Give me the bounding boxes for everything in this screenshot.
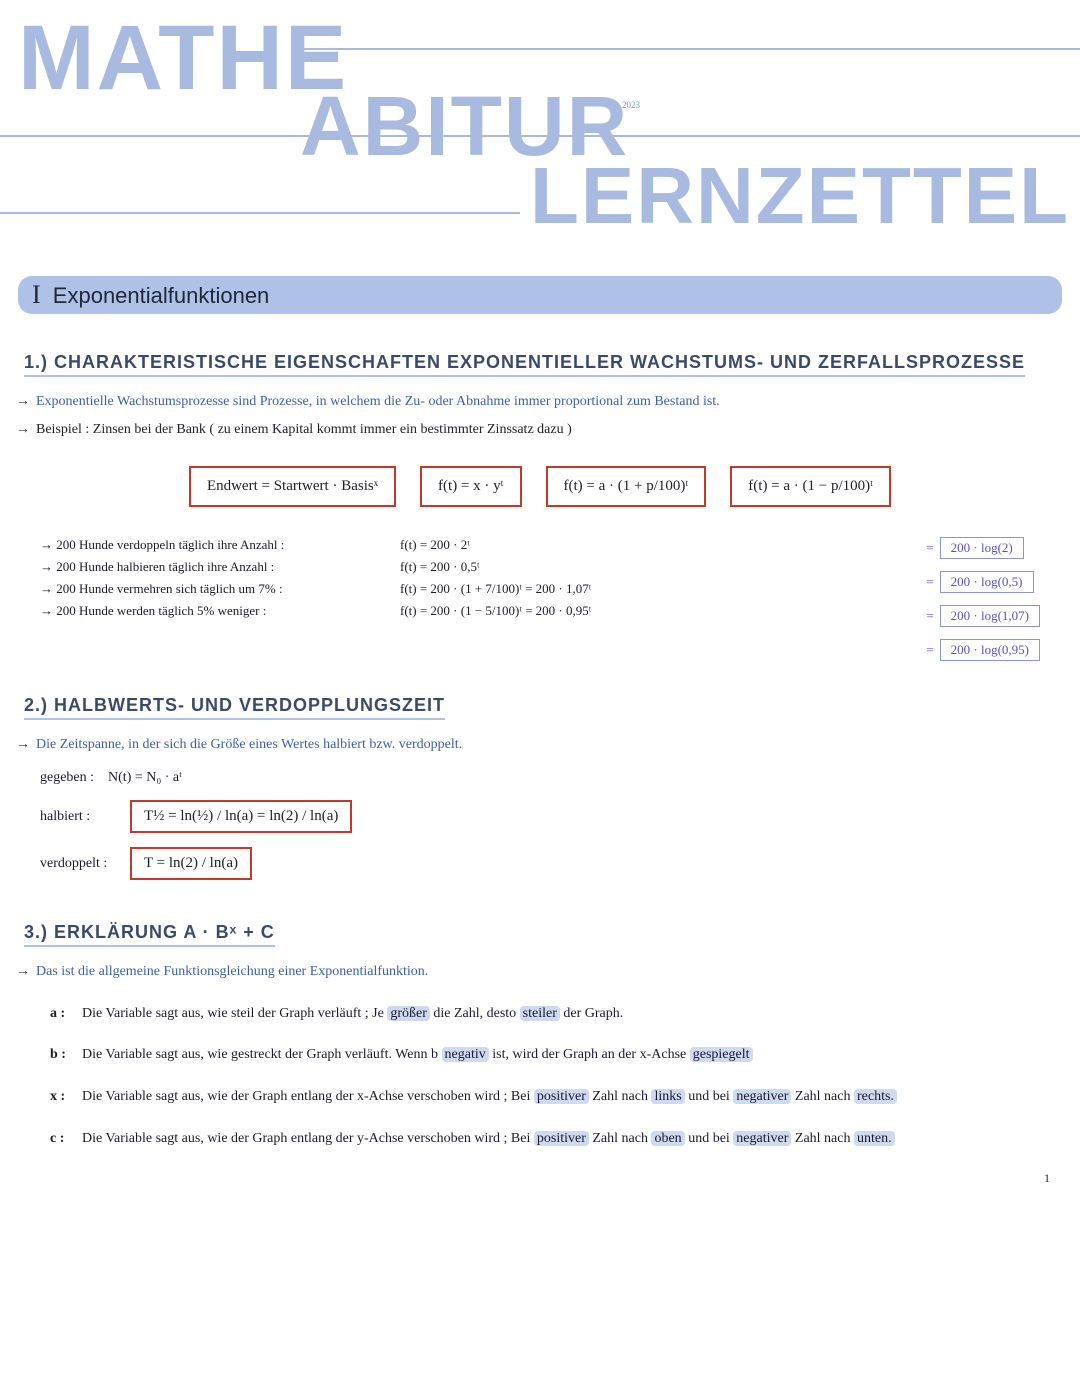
header-rule [0,135,620,137]
var-a-label: a : [50,1002,82,1026]
title-word-lernzettel: LERNZETTEL [530,150,1070,242]
chapter-bar: I Exponentialfunktionen [18,276,1062,314]
formula-box: f(t) = x · yᵗ [420,466,521,507]
example-label: 200 Hunde werden täglich 5% weniger : [56,603,266,618]
page-number: 1 [0,1171,1050,1186]
section-3-title: 3.) Erklärung a · bˣ + c [24,922,275,947]
halbiert-row: halbiert : T½ = ln(½) / ln(a) = ln(2) / … [40,800,1040,833]
given-row: gegeben : N(t) = N₀ · aᵗ [40,770,1040,786]
var-c-block: c : Die Variable sagt aus, wie der Graph… [50,1127,1030,1151]
verdoppelt-row: verdoppelt : T = ln(2) / ln(a) [40,847,1040,880]
example-label: 200 Hunde halbieren täglich ihre Anzahl … [56,559,274,574]
header-rule [0,212,520,214]
formula-box: T½ = ln(½) / ln(a) = ln(2) / ln(a) [130,800,352,833]
calc-box: 200 · log(0,5) [940,571,1034,593]
example-fn: f(t) = 200 · (1 − 5/100)ᵗ = 200 · 0,95ᵗ [400,603,591,619]
verdoppelt-label: verdoppelt : [40,856,130,872]
examples-block: → 200 Hunde verdoppeln täglich ihre Anza… [40,531,1040,667]
var-c-text: Die Variable sagt aus, wie der Graph ent… [82,1127,895,1151]
var-b-text: Die Variable sagt aus, wie gestreckt der… [82,1043,753,1067]
note-bullet: Exponentielle Wachstumsprozesse sind Pro… [36,391,1052,413]
example-fn: f(t) = 200 · 2ᵗ [400,537,470,553]
example-label: 200 Hunde verdoppeln täglich ihre Anzahl… [56,537,284,552]
var-b-label: b : [50,1043,82,1067]
title-word-mathe: MATHE [18,6,348,111]
formula-box: f(t) = a · (1 + p/100)ᵗ [546,466,707,507]
example-label: 200 Hunde vermehren sich täglich um 7% : [56,581,282,596]
example-fn: f(t) = 200 · 0,5ᵗ [400,559,480,575]
section-1-title: 1.) Charakteristische Eigenschaften expo… [24,352,1025,377]
formula-row: Endwert = Startwert · Basisˣ f(t) = x · … [40,466,1040,507]
calc-box: 200 · log(0,95) [940,639,1040,661]
formula-box: Endwert = Startwert · Basisˣ [189,466,396,507]
var-x-block: x : Die Variable sagt aus, wie der Graph… [50,1085,1030,1109]
header-year: 2023 [622,100,640,110]
page-header: MATHE ABITUR LERNZETTEL 2023 [0,0,1080,260]
var-b-block: b : Die Variable sagt aus, wie gestreckt… [50,1043,1030,1067]
var-a-block: a : Die Variable sagt aus, wie steil der… [50,1002,1030,1026]
given-label: gegeben : [40,770,94,785]
formula-box: T = ln(2) / ln(a) [130,847,252,880]
given-eq: N(t) = N₀ · aᵗ [108,770,182,785]
var-c-label: c : [50,1127,82,1151]
chapter-roman: I [32,280,41,309]
calc-box: 200 · log(1,07) [940,605,1040,627]
note-bullet: Das ist die allgemeine Funktionsgleichun… [36,961,1052,983]
chapter-title: Exponentialfunktionen [53,283,270,308]
var-a-text: Die Variable sagt aus, wie steil der Gra… [82,1002,623,1026]
calc-box: 200 · log(2) [940,537,1024,559]
example-fn: f(t) = 200 · (1 + 7/100)ᵗ = 200 · 1,07ᵗ [400,581,591,597]
section-2-title: 2.) Halbwerts- und Verdopplungszeit [24,695,445,720]
halbiert-label: halbiert : [40,809,130,825]
header-rule [620,135,1080,137]
header-rule [300,48,1080,50]
var-x-text: Die Variable sagt aus, wie der Graph ent… [82,1085,897,1109]
var-x-label: x : [50,1085,82,1109]
note-bullet: Die Zeitspanne, in der sich die Größe ei… [36,734,1052,756]
formula-box: f(t) = a · (1 − p/100)ᵗ [730,466,891,507]
note-bullet: Beispiel : Zinsen bei der Bank ( zu eine… [36,419,1052,441]
